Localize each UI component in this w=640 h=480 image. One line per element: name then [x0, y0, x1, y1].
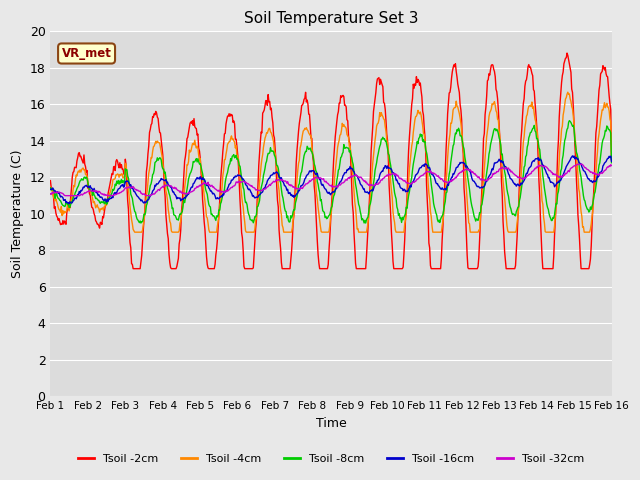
Tsoil -8cm: [201, 182, 209, 188]
Tsoil -4cm: [172, 229, 180, 235]
Tsoil -2cm: [417, 80, 424, 86]
Tsoil -8cm: [115, 178, 122, 183]
Tsoil -2cm: [129, 266, 137, 272]
Line: Tsoil -2cm: Tsoil -2cm: [51, 53, 611, 269]
Tsoil -16cm: [417, 165, 424, 171]
Tsoil -2cm: [400, 252, 408, 257]
Tsoil -2cm: [563, 50, 571, 56]
Tsoil -8cm: [362, 220, 369, 226]
Tsoil -2cm: [57, 222, 65, 228]
Tsoil -8cm: [47, 185, 54, 191]
Text: VR_met: VR_met: [61, 47, 111, 60]
Tsoil -4cm: [202, 205, 209, 211]
Tsoil -32cm: [61, 193, 69, 199]
Tsoil -16cm: [202, 180, 209, 186]
Tsoil -32cm: [574, 161, 582, 167]
Tsoil -8cm: [400, 214, 408, 220]
Tsoil -4cm: [400, 229, 408, 235]
Tsoil -32cm: [57, 190, 65, 195]
Tsoil -8cm: [566, 118, 573, 123]
Tsoil -4cm: [564, 89, 572, 95]
Tsoil -8cm: [57, 198, 65, 204]
Tsoil -32cm: [202, 181, 209, 187]
Tsoil -4cm: [131, 229, 138, 235]
Tsoil -4cm: [47, 184, 54, 190]
Title: Soil Temperature Set 3: Soil Temperature Set 3: [244, 11, 418, 26]
Tsoil -16cm: [65, 201, 73, 207]
Tsoil -16cm: [47, 186, 54, 192]
Tsoil -2cm: [47, 178, 54, 183]
Tsoil -32cm: [172, 185, 180, 191]
Tsoil -4cm: [57, 209, 65, 215]
Tsoil -16cm: [569, 153, 577, 159]
Tsoil -4cm: [417, 109, 424, 115]
Line: Tsoil -32cm: Tsoil -32cm: [51, 164, 611, 196]
Tsoil -2cm: [202, 239, 209, 245]
Tsoil -16cm: [172, 193, 180, 199]
Tsoil -32cm: [417, 173, 424, 179]
Tsoil -8cm: [172, 213, 179, 218]
Tsoil -2cm: [115, 162, 122, 168]
Tsoil -16cm: [607, 158, 615, 164]
Tsoil -16cm: [115, 186, 123, 192]
Tsoil -32cm: [47, 191, 54, 197]
Line: Tsoil -4cm: Tsoil -4cm: [51, 92, 611, 232]
Tsoil -32cm: [607, 163, 615, 168]
Tsoil -32cm: [115, 191, 123, 196]
Legend: Tsoil -2cm, Tsoil -4cm, Tsoil -8cm, Tsoil -16cm, Tsoil -32cm: Tsoil -2cm, Tsoil -4cm, Tsoil -8cm, Tsoi…: [73, 449, 589, 468]
Tsoil -4cm: [607, 154, 615, 160]
X-axis label: Time: Time: [316, 417, 346, 430]
Tsoil -2cm: [607, 156, 615, 162]
Tsoil -8cm: [417, 131, 424, 137]
Tsoil -2cm: [172, 266, 180, 272]
Tsoil -4cm: [115, 171, 122, 177]
Tsoil -8cm: [607, 160, 615, 166]
Line: Tsoil -8cm: Tsoil -8cm: [51, 120, 611, 223]
Tsoil -32cm: [400, 178, 408, 184]
Y-axis label: Soil Temperature (C): Soil Temperature (C): [11, 150, 24, 278]
Tsoil -16cm: [400, 186, 408, 192]
Tsoil -16cm: [57, 194, 65, 200]
Line: Tsoil -16cm: Tsoil -16cm: [51, 156, 611, 204]
